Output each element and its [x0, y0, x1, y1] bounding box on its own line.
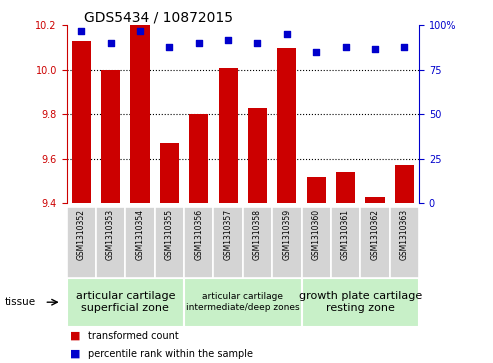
Point	[283, 31, 291, 37]
Point	[195, 40, 203, 46]
Point	[166, 44, 174, 50]
Bar	[71, 41, 91, 203]
Text: GSM1310360: GSM1310360	[312, 209, 321, 260]
Text: tissue: tissue	[5, 297, 36, 307]
Bar	[336, 172, 355, 203]
Text: GSM1310361: GSM1310361	[341, 209, 350, 260]
Bar	[96, 207, 125, 278]
Text: GSM1310358: GSM1310358	[253, 209, 262, 260]
Text: GSM1310355: GSM1310355	[165, 209, 174, 260]
Bar	[395, 166, 414, 203]
Bar	[213, 207, 243, 278]
Point	[312, 49, 320, 55]
Text: GSM1310356: GSM1310356	[194, 209, 203, 260]
Bar	[302, 207, 331, 278]
Text: GSM1310363: GSM1310363	[400, 209, 409, 260]
Text: ■: ■	[70, 349, 80, 359]
Bar	[67, 207, 96, 278]
Bar	[125, 207, 155, 278]
Bar	[218, 68, 238, 203]
Bar	[189, 114, 208, 203]
Text: articular cartilage
superficial zone: articular cartilage superficial zone	[75, 291, 175, 313]
Bar	[101, 70, 120, 203]
Point	[106, 40, 114, 46]
Bar	[155, 207, 184, 278]
Text: transformed count: transformed count	[88, 331, 178, 341]
Point	[253, 40, 261, 46]
Text: ■: ■	[70, 331, 80, 341]
Point	[136, 28, 144, 34]
Text: GSM1310359: GSM1310359	[282, 209, 291, 260]
Bar	[184, 207, 213, 278]
Bar	[243, 207, 272, 278]
Bar	[360, 207, 389, 278]
Bar	[278, 48, 296, 203]
Point	[371, 46, 379, 52]
Bar	[389, 207, 419, 278]
Bar	[365, 197, 385, 203]
Text: GSM1310362: GSM1310362	[370, 209, 380, 260]
Point	[224, 37, 232, 42]
Bar	[131, 25, 149, 203]
Bar	[302, 278, 419, 327]
Text: GSM1310353: GSM1310353	[106, 209, 115, 260]
Text: growth plate cartilage
resting zone: growth plate cartilage resting zone	[299, 291, 422, 313]
Bar	[307, 177, 326, 203]
Text: GSM1310357: GSM1310357	[224, 209, 233, 260]
Text: GDS5434 / 10872015: GDS5434 / 10872015	[84, 10, 233, 24]
Bar	[272, 207, 302, 278]
Bar	[160, 143, 179, 203]
Point	[77, 28, 85, 34]
Text: GSM1310354: GSM1310354	[136, 209, 144, 260]
Text: GSM1310352: GSM1310352	[77, 209, 86, 260]
Text: percentile rank within the sample: percentile rank within the sample	[88, 349, 253, 359]
Text: articular cartilage
intermediate/deep zones: articular cartilage intermediate/deep zo…	[186, 293, 300, 312]
Point	[400, 44, 408, 50]
Bar	[331, 207, 360, 278]
Bar	[67, 278, 184, 327]
Bar	[184, 278, 302, 327]
Bar	[248, 108, 267, 203]
Point	[342, 44, 350, 50]
